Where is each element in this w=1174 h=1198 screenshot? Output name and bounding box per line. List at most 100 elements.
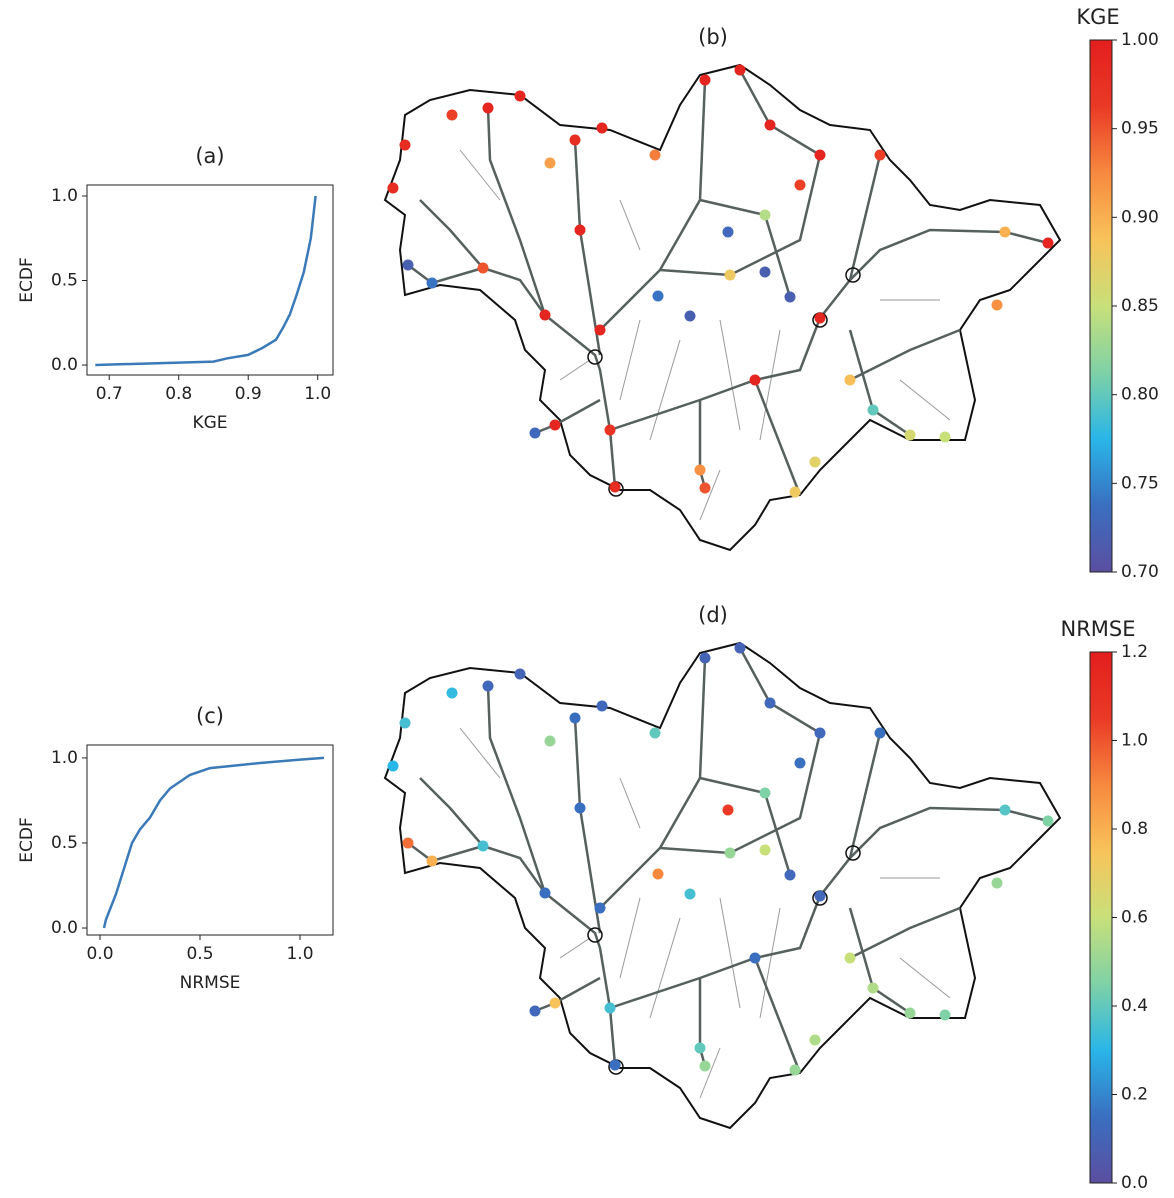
station bbox=[794, 179, 806, 191]
station bbox=[539, 309, 551, 321]
station bbox=[549, 997, 561, 1009]
colorbar-tick-label: 1.2 bbox=[1121, 642, 1148, 662]
station bbox=[759, 266, 771, 278]
ecdf-line bbox=[95, 195, 317, 367]
y-tick-label: 0.5 bbox=[51, 271, 78, 291]
station bbox=[904, 429, 916, 441]
y-tick-label: 0.0 bbox=[51, 918, 78, 938]
colorbar-tick-label: 0.95 bbox=[1121, 119, 1159, 139]
station bbox=[529, 1005, 541, 1017]
station bbox=[784, 291, 796, 303]
station bbox=[544, 157, 556, 169]
colorbar-label: NRMSE bbox=[1060, 617, 1135, 641]
tributary bbox=[619, 319, 641, 401]
station bbox=[1042, 237, 1054, 249]
x-tick-label: 0.0 bbox=[86, 944, 113, 964]
station bbox=[609, 1059, 621, 1071]
river bbox=[609, 806, 1049, 1010]
tributary bbox=[899, 957, 951, 999]
river bbox=[659, 69, 822, 277]
station bbox=[652, 868, 664, 880]
station bbox=[569, 712, 581, 724]
river bbox=[659, 647, 822, 855]
station bbox=[694, 464, 706, 476]
station bbox=[596, 122, 608, 134]
station bbox=[446, 687, 458, 699]
x-tick-label: 1.0 bbox=[304, 384, 331, 404]
tributary bbox=[759, 329, 781, 441]
station bbox=[814, 727, 826, 739]
station bbox=[652, 290, 664, 302]
colorbar-tick-label: 0.8 bbox=[1121, 819, 1148, 839]
station bbox=[574, 802, 586, 814]
tributary bbox=[619, 777, 641, 829]
station bbox=[426, 277, 438, 289]
station bbox=[999, 804, 1011, 816]
station bbox=[904, 1007, 916, 1019]
x-tick-label: 0.9 bbox=[235, 384, 262, 404]
station bbox=[734, 642, 746, 654]
x-tick-label: 0.5 bbox=[186, 944, 213, 964]
station bbox=[649, 727, 661, 739]
station bbox=[402, 837, 414, 849]
station bbox=[722, 226, 734, 238]
station bbox=[759, 787, 771, 799]
station bbox=[734, 64, 746, 76]
colorbar-tick-label: 0.80 bbox=[1121, 385, 1159, 405]
outlet-marker bbox=[587, 349, 603, 365]
station bbox=[699, 74, 711, 86]
tributary bbox=[559, 937, 591, 959]
station bbox=[784, 869, 796, 881]
river bbox=[848, 154, 882, 281]
x-tick-label: 0.8 bbox=[165, 384, 192, 404]
river bbox=[753, 957, 802, 1074]
tributary bbox=[719, 897, 741, 1009]
colorbar-tick-label: 0.85 bbox=[1121, 296, 1159, 316]
map-title: (b) bbox=[698, 25, 728, 49]
station bbox=[699, 482, 711, 494]
outlet-marker bbox=[587, 927, 603, 943]
station bbox=[809, 456, 821, 468]
colorbar-tick-label: 0.6 bbox=[1121, 908, 1148, 928]
station bbox=[426, 855, 438, 867]
station bbox=[399, 139, 411, 151]
river bbox=[753, 379, 802, 496]
axes-frame bbox=[86, 184, 334, 376]
station bbox=[514, 668, 526, 680]
chart-title: (c) bbox=[196, 704, 224, 728]
station bbox=[749, 952, 761, 964]
station bbox=[764, 119, 776, 131]
tributary bbox=[619, 199, 641, 251]
station bbox=[544, 735, 556, 747]
station bbox=[549, 419, 561, 431]
tributary bbox=[619, 897, 641, 979]
station bbox=[789, 486, 801, 498]
tributary bbox=[719, 319, 741, 431]
station bbox=[594, 902, 606, 914]
station bbox=[594, 324, 606, 336]
tributary bbox=[699, 469, 721, 521]
river bbox=[849, 906, 961, 960]
ecdf-line bbox=[102, 756, 325, 929]
tributary bbox=[559, 359, 591, 381]
colorbar bbox=[1089, 39, 1113, 573]
station bbox=[809, 1034, 821, 1046]
station bbox=[482, 102, 494, 114]
river bbox=[486, 685, 547, 894]
basin-outline bbox=[383, 63, 1062, 552]
river bbox=[849, 328, 961, 382]
tributary bbox=[649, 917, 681, 1019]
colorbar-tick-label: 0.70 bbox=[1121, 562, 1159, 582]
colorbar-tick-label: 0.2 bbox=[1121, 1085, 1148, 1105]
y-axis-label: ECDF bbox=[17, 817, 37, 862]
station bbox=[477, 262, 489, 274]
station bbox=[759, 844, 771, 856]
tributary bbox=[899, 379, 951, 421]
station bbox=[764, 697, 776, 709]
colorbar-tick-label: 0.90 bbox=[1121, 207, 1159, 227]
colorbar-tick-label: 0.75 bbox=[1121, 473, 1159, 493]
station bbox=[684, 888, 696, 900]
station bbox=[477, 840, 489, 852]
station bbox=[999, 226, 1011, 238]
station bbox=[1042, 815, 1054, 827]
